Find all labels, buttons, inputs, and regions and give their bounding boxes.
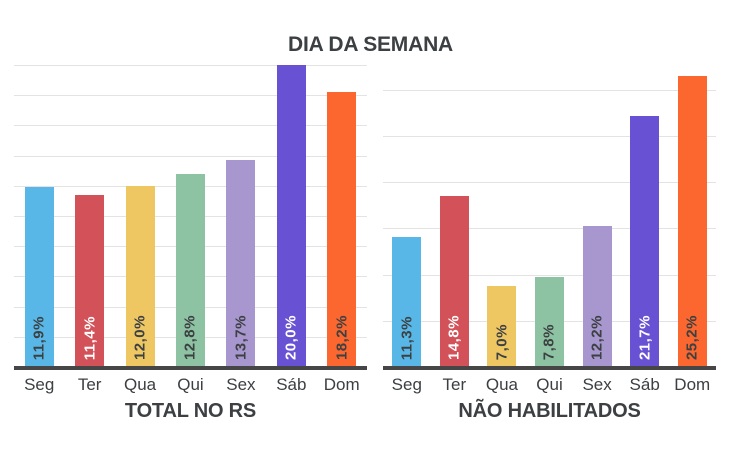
gridline-18pct <box>14 95 367 96</box>
bar-value-label-qui: 12,8% <box>181 314 199 360</box>
page-title: DIA DA SEMANA <box>287 33 453 56</box>
x-label-qui: Qui <box>536 375 563 394</box>
x-label-qua: Qua <box>123 375 157 394</box>
bar-seg: 11,3% <box>392 237 422 367</box>
bar-qua: 12,0% <box>125 186 155 367</box>
x-label-qua: Qua <box>485 375 519 394</box>
chart-nao-habilitados: 11,3% 14,8% 7,0% 7,8% 12,2% 21,7% 25,2% Seg Ter… <box>383 0 716 450</box>
bar-qui: 12,8% <box>175 174 205 367</box>
bars-group: 11,3% 14,8% 7,0% 7,8% 12,2% 21,7% 25,2% <box>383 76 716 367</box>
x-label-sab: Sáb <box>629 375 660 394</box>
chart-subtitle-total-rs: TOTAL NO RS <box>124 400 257 422</box>
bar-sab: 21,7% <box>630 116 660 367</box>
gridline-8pct <box>383 275 716 276</box>
x-axis-line <box>383 366 716 370</box>
bar-value-label-sex: 13,7% <box>232 314 250 360</box>
bar-ter: 14,8% <box>439 196 469 367</box>
bar-value-label-dom: 25,2% <box>683 314 701 360</box>
gridline-12pct <box>383 228 716 229</box>
bar-sex: 12,2% <box>582 226 612 367</box>
bar-value-label-seg: 11,9% <box>30 315 48 360</box>
chart-total-rs: 11,9% 11,4% 12,0% 12,8% 13,7% 20,0% 18,2% Seg T… <box>14 0 367 450</box>
gridline-20pct <box>383 136 716 137</box>
bar-sab: 20,0% <box>276 65 306 367</box>
x-label-dom: Dom <box>674 375 711 394</box>
gridline-14pct <box>14 156 367 157</box>
bar-qua: 7,0% <box>487 286 517 367</box>
x-label-sab: Sáb <box>276 375 307 394</box>
bar-sex: 13,7% <box>226 160 256 367</box>
bar-value-label-seg: 11,3% <box>398 315 416 360</box>
bars-group: 11,9% 11,4% 12,0% 12,8% 13,7% 20,0% 18,2% <box>14 65 367 367</box>
gridline-24pct <box>383 90 716 91</box>
bar-value-label-ter: 14,8% <box>445 314 463 360</box>
x-label-sex: Sex <box>582 375 612 394</box>
bar-qui: 7,8% <box>534 277 564 367</box>
plot-area: 11,9% 11,4% 12,0% 12,8% 13,7% 20,0% 18,2% <box>14 65 367 367</box>
bar-value-label-qua: 7,0% <box>493 323 511 360</box>
bar-ter: 11,4% <box>75 195 105 367</box>
bar-value-label-sab: 20,0% <box>282 314 300 360</box>
bar-value-label-sex: 12,2% <box>588 314 606 360</box>
bar-value-label-ter: 11,4% <box>81 315 99 360</box>
plot-area: 11,3% 14,8% 7,0% 7,8% 12,2% 21,7% 25,2% <box>383 76 716 367</box>
bar-value-label-sab: 21,7% <box>636 314 654 360</box>
x-label-sex: Sex <box>226 375 256 394</box>
x-label-qui: Qui <box>177 375 204 394</box>
bar-dom: 25,2% <box>677 76 707 367</box>
bar-dom: 18,2% <box>327 92 357 367</box>
x-label-ter: Ter <box>77 375 102 394</box>
x-label-seg: Seg <box>24 375 55 394</box>
x-label-dom: Dom <box>323 375 360 394</box>
gridline-16pct <box>14 125 367 126</box>
x-label-seg: Seg <box>391 375 422 394</box>
bar-value-label-dom: 18,2% <box>333 314 351 360</box>
x-labels: Seg Ter Qua Qui Sex Sáb Dom <box>383 375 716 395</box>
gridline-20pct <box>14 65 367 66</box>
bar-seg: 11,9% <box>24 187 54 367</box>
chart-subtitle-nao-habilitados: NÃO HABILITADOS <box>458 400 641 422</box>
gridline-16pct <box>383 182 716 183</box>
bar-value-label-qui: 7,8% <box>540 323 558 360</box>
x-label-ter: Ter <box>442 375 467 394</box>
x-axis-line <box>14 366 367 370</box>
x-labels: Seg Ter Qua Qui Sex Sáb Dom <box>14 375 367 395</box>
bar-value-label-qua: 12,0% <box>131 314 149 360</box>
